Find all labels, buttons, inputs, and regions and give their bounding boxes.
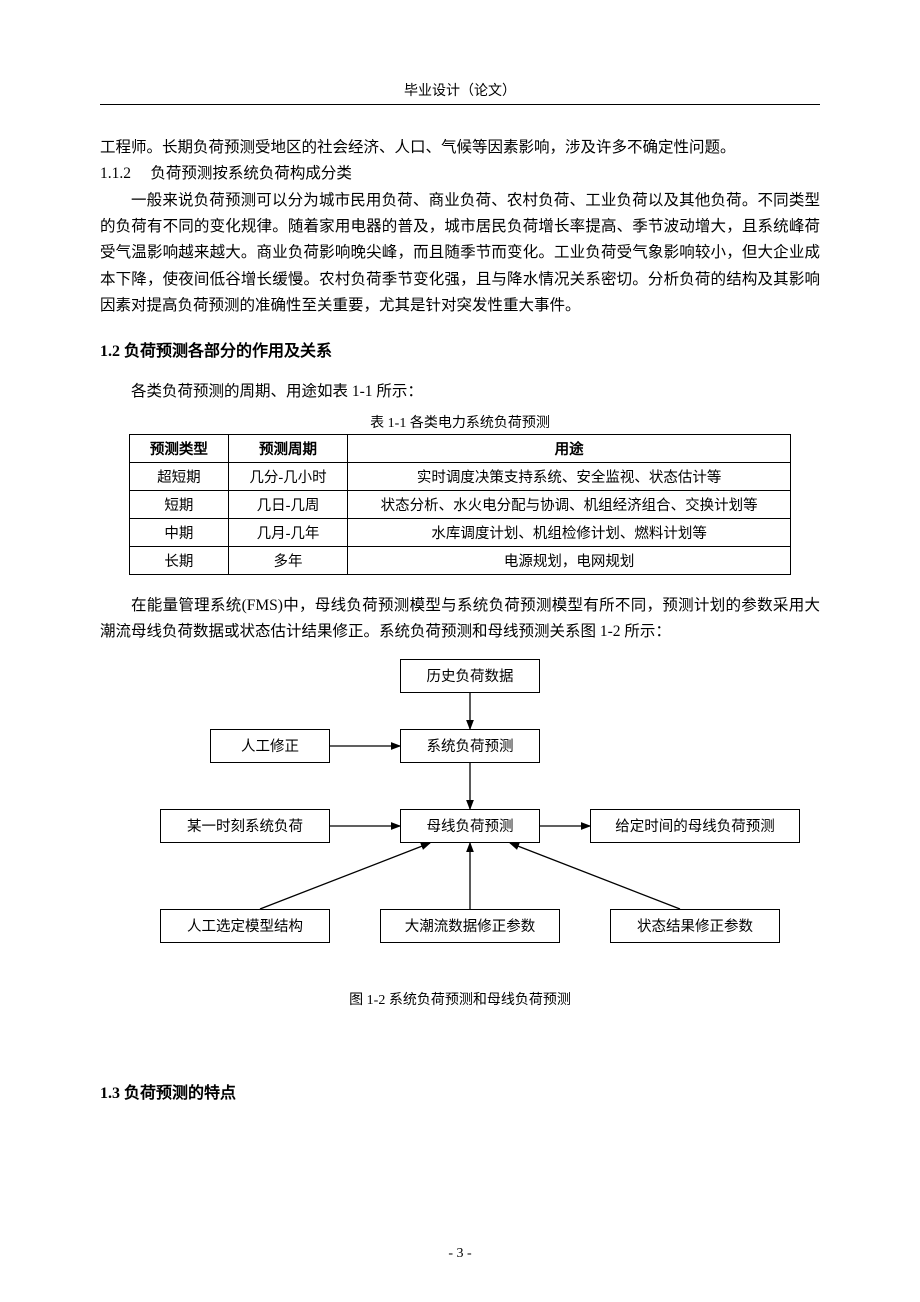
table-row: 长期 多年 电源规划，电网规划 <box>129 546 790 574</box>
flowchart: 历史负荷数据 人工修正 系统负荷预测 某一时刻系统负荷 母线负荷预测 给定时间的… <box>100 659 820 969</box>
section-1-2-heading: 1.2 负荷预测各部分的作用及关系 <box>100 337 820 361</box>
table-row: 短期 几日-几周 状态分析、水火电分配与协调、机组经济组合、交换计划等 <box>129 490 790 518</box>
fc-node-history-data: 历史负荷数据 <box>400 659 540 693</box>
table-cell: 水库调度计划、机组检修计划、燃料计划等 <box>348 518 791 546</box>
table-caption: 表 1-1 各类电力系统负荷预测 <box>100 412 820 432</box>
table-cell: 几日-几周 <box>229 490 348 518</box>
paragraph-fms: 在能量管理系统(FMS)中，母线负荷预测模型与系统负荷预测模型有所不同，预测计划… <box>100 593 820 646</box>
figure-caption: 图 1-2 系统负荷预测和母线负荷预测 <box>100 989 820 1009</box>
fc-node-state-result-correction: 状态结果修正参数 <box>610 909 780 943</box>
table-cell: 超短期 <box>129 462 228 490</box>
table-cell: 状态分析、水火电分配与协调、机组经济组合、交换计划等 <box>348 490 791 518</box>
table-row: 中期 几月-几年 水库调度计划、机组检修计划、燃料计划等 <box>129 518 790 546</box>
table-body: 超短期 几分-几小时 实时调度决策支持系统、安全监视、状态估计等 短期 几日-几… <box>129 462 790 574</box>
fc-node-manual-model-structure: 人工选定模型结构 <box>160 909 330 943</box>
table-row: 超短期 几分-几小时 实时调度决策支持系统、安全监视、状态估计等 <box>129 462 790 490</box>
fc-node-bus-load-forecast: 母线负荷预测 <box>400 809 540 843</box>
subsection-number: 1.1.2 <box>100 165 131 182</box>
paragraph-table-intro: 各类负荷预测的周期、用途如表 1-1 所示： <box>100 379 820 405</box>
fc-node-system-load-moment: 某一时刻系统负荷 <box>160 809 330 843</box>
table-cell: 多年 <box>229 546 348 574</box>
table-cell: 电源规划，电网规划 <box>348 546 791 574</box>
table-cell: 几分-几小时 <box>229 462 348 490</box>
load-forecast-table: 预测类型 预测周期 用途 超短期 几分-几小时 实时调度决策支持系统、安全监视、… <box>129 434 791 575</box>
fc-node-system-load-forecast: 系统负荷预测 <box>400 729 540 763</box>
table-cell: 中期 <box>129 518 228 546</box>
table-header-cell: 用途 <box>348 434 791 462</box>
page-number: - 3 - <box>0 1246 920 1262</box>
table-header-row: 预测类型 预测周期 用途 <box>129 434 790 462</box>
table-cell: 实时调度决策支持系统、安全监视、状态估计等 <box>348 462 791 490</box>
fc-node-given-time-bus-forecast: 给定时间的母线负荷预测 <box>590 809 800 843</box>
table-cell: 短期 <box>129 490 228 518</box>
subsection-title: 负荷预测按系统负荷构成分类 <box>150 165 352 182</box>
page: 毕业设计（论文） 工程师。长期负荷预测受地区的社会经济、人口、气候等因素影响，涉… <box>0 0 920 1302</box>
paragraph-continuation: 工程师。长期负荷预测受地区的社会经济、人口、气候等因素影响，涉及许多不确定性问题… <box>100 135 820 161</box>
table-cell: 几月-几年 <box>229 518 348 546</box>
header-title: 毕业设计（论文） <box>404 84 516 99</box>
fc-node-manual-correction: 人工修正 <box>210 729 330 763</box>
paragraph-1-1-2-body: 一般来说负荷预测可以分为城市民用负荷、商业负荷、农村负荷、工业负荷以及其他负荷。… <box>100 188 820 320</box>
table-cell: 长期 <box>129 546 228 574</box>
subsection-1-1-2: 1.1.2 负荷预测按系统负荷构成分类 <box>100 161 820 187</box>
table-header-cell: 预测周期 <box>229 434 348 462</box>
fc-node-tidal-data-correction: 大潮流数据修正参数 <box>380 909 560 943</box>
table-header-cell: 预测类型 <box>129 434 228 462</box>
page-header: 毕业设计（论文） <box>100 80 820 105</box>
section-1-3-heading: 1.3 负荷预测的特点 <box>100 1079 820 1103</box>
